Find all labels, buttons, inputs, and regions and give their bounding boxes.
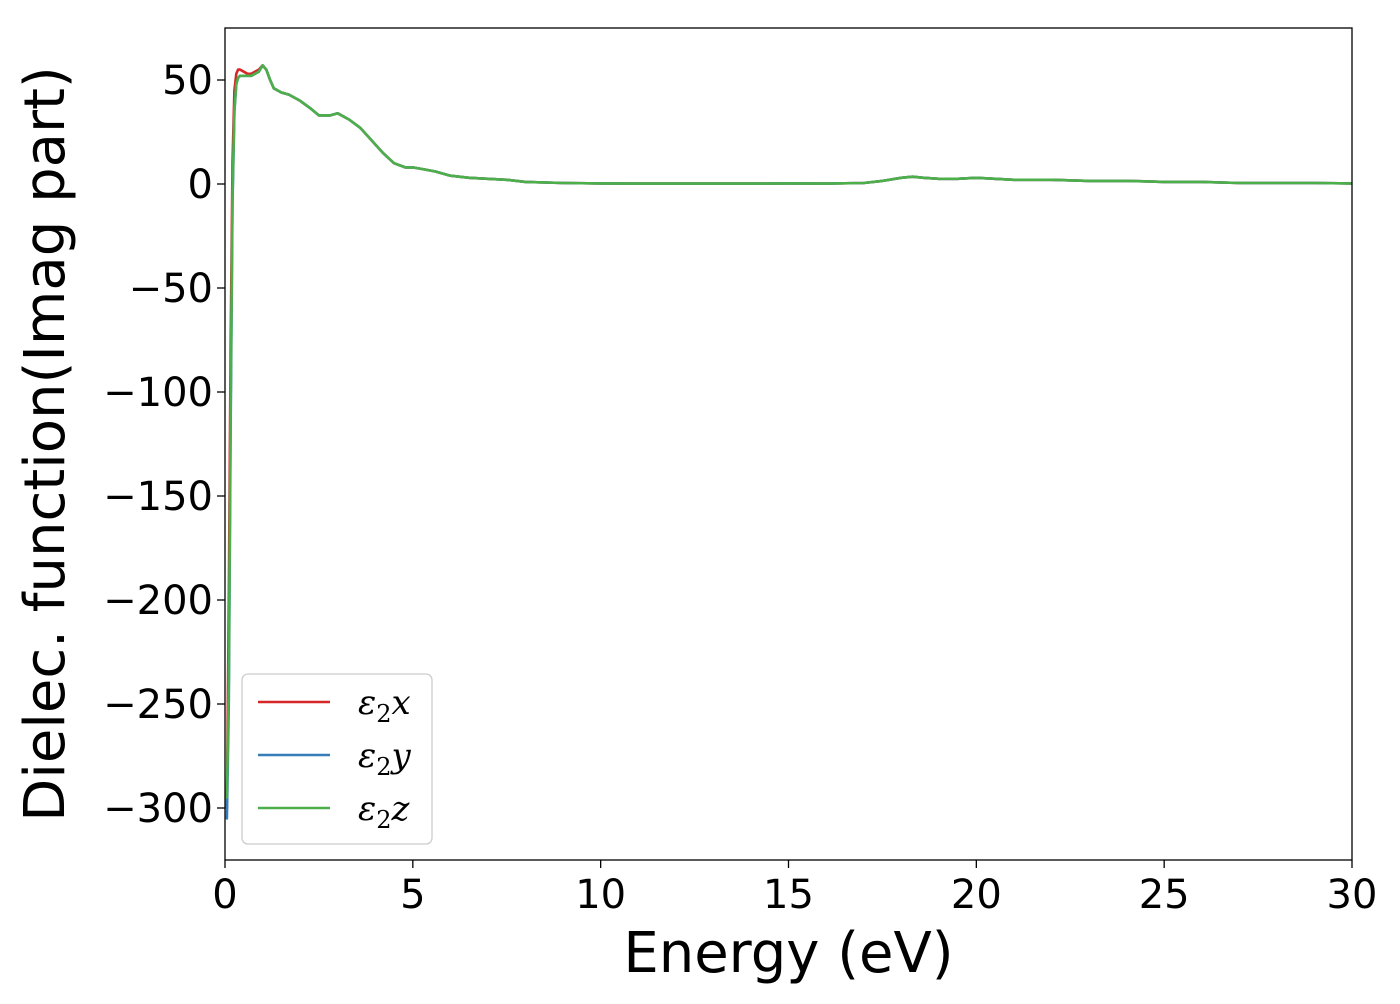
y-tick-label: −100 xyxy=(103,370,213,416)
y-axis-title: Dielec. function(Imag part) xyxy=(13,66,78,822)
legend: ε2x ε2y ε2z xyxy=(241,673,433,845)
y-tick-label: 50 xyxy=(162,58,213,104)
x-tick-label: 10 xyxy=(575,872,626,918)
legend-box xyxy=(241,673,433,845)
legend-label-x: ε2x xyxy=(358,683,411,728)
y-tick-label: −50 xyxy=(129,266,213,312)
y-tick-label: −150 xyxy=(103,474,213,520)
x-tick-label: 25 xyxy=(1139,872,1190,918)
y-tick-label: 0 xyxy=(188,162,213,208)
x-axis-title: Energy (eV) xyxy=(623,921,953,986)
legend-label-z: ε2z xyxy=(358,789,411,834)
x-tick-label: 5 xyxy=(400,872,425,918)
x-axis: 0 5 10 15 20 25 30 xyxy=(212,860,1377,918)
y-tick-label: −200 xyxy=(103,578,213,624)
series-line-z xyxy=(225,64,1352,799)
y-tick-label: −250 xyxy=(103,682,213,728)
y-tick-label: −300 xyxy=(103,786,213,832)
x-tick-label: 15 xyxy=(763,872,814,918)
x-tick-label: 30 xyxy=(1327,872,1378,918)
x-tick-label: 20 xyxy=(951,872,1002,918)
legend-label-y: ε2y xyxy=(358,736,412,781)
y-axis: 50 0 −50 −100 −150 −200 −250 −300 xyxy=(103,58,225,832)
series-layer xyxy=(225,64,1352,820)
x-tick-label: 0 xyxy=(212,872,237,918)
